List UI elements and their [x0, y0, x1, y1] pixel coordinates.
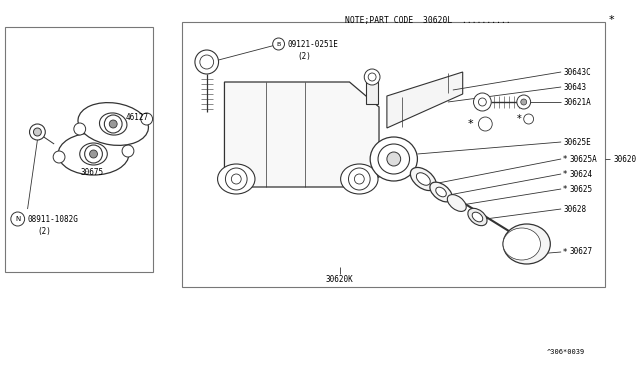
- Circle shape: [195, 50, 218, 74]
- Text: 30624: 30624: [570, 170, 593, 179]
- Text: *: *: [517, 114, 522, 124]
- Ellipse shape: [99, 113, 127, 135]
- Ellipse shape: [436, 187, 446, 197]
- Ellipse shape: [447, 195, 467, 211]
- Text: 30621A: 30621A: [563, 97, 591, 106]
- Polygon shape: [225, 82, 379, 187]
- Text: 30620K: 30620K: [326, 275, 353, 283]
- Ellipse shape: [78, 103, 148, 145]
- Text: 46127: 46127: [126, 112, 149, 122]
- Text: 30643C: 30643C: [563, 67, 591, 77]
- Circle shape: [29, 124, 45, 140]
- Text: *: *: [563, 170, 567, 179]
- Circle shape: [474, 93, 492, 111]
- Ellipse shape: [472, 212, 483, 222]
- Text: (2): (2): [37, 227, 51, 235]
- Text: B: B: [276, 42, 281, 46]
- Text: 08911-1082G: 08911-1082G: [28, 215, 79, 224]
- Circle shape: [524, 114, 534, 124]
- Text: *: *: [468, 119, 474, 129]
- Circle shape: [479, 98, 486, 106]
- Text: *: *: [563, 154, 567, 164]
- Ellipse shape: [387, 152, 401, 166]
- Circle shape: [368, 73, 376, 81]
- Ellipse shape: [468, 208, 487, 226]
- Circle shape: [122, 145, 134, 157]
- Ellipse shape: [503, 228, 540, 260]
- Ellipse shape: [58, 133, 129, 175]
- Text: NOTE;PART CODE  30620L  ..........: NOTE;PART CODE 30620L ..........: [344, 16, 510, 25]
- Circle shape: [141, 113, 152, 125]
- Text: N: N: [15, 216, 20, 222]
- Circle shape: [273, 38, 285, 50]
- Text: 30628: 30628: [563, 205, 586, 214]
- Circle shape: [521, 99, 527, 105]
- Text: ^306*0039: ^306*0039: [547, 349, 584, 355]
- Ellipse shape: [430, 182, 452, 202]
- Text: *: *: [563, 247, 567, 257]
- Circle shape: [109, 120, 117, 128]
- Ellipse shape: [417, 173, 430, 185]
- Text: *: *: [609, 15, 614, 25]
- Circle shape: [225, 168, 247, 190]
- Circle shape: [33, 128, 42, 136]
- Text: 30675: 30675: [81, 167, 104, 176]
- Circle shape: [349, 168, 370, 190]
- Circle shape: [84, 145, 102, 163]
- Text: 30625E: 30625E: [563, 138, 591, 147]
- Circle shape: [11, 212, 24, 226]
- Text: *: *: [563, 185, 567, 193]
- Text: 30627: 30627: [570, 247, 593, 257]
- Circle shape: [53, 151, 65, 163]
- Ellipse shape: [503, 224, 550, 264]
- Text: (2): (2): [298, 51, 311, 61]
- Polygon shape: [387, 72, 463, 128]
- Circle shape: [517, 95, 531, 109]
- Circle shape: [90, 150, 97, 158]
- Circle shape: [520, 237, 534, 251]
- Ellipse shape: [340, 164, 378, 194]
- Bar: [182, 22, 605, 287]
- Text: 30625: 30625: [570, 185, 593, 193]
- Text: 30620: 30620: [613, 154, 636, 164]
- Circle shape: [355, 174, 364, 184]
- Text: 30643: 30643: [563, 83, 586, 92]
- Bar: [5, 27, 152, 272]
- Bar: [366, 82, 378, 104]
- Ellipse shape: [410, 167, 436, 190]
- Ellipse shape: [80, 143, 108, 165]
- Circle shape: [364, 69, 380, 85]
- Ellipse shape: [517, 235, 536, 253]
- Text: 09121-0251E: 09121-0251E: [287, 39, 339, 48]
- Text: 30625A: 30625A: [570, 154, 598, 164]
- Circle shape: [104, 115, 122, 133]
- Circle shape: [479, 117, 492, 131]
- Ellipse shape: [218, 164, 255, 194]
- Circle shape: [231, 174, 241, 184]
- Circle shape: [200, 55, 214, 69]
- Circle shape: [74, 123, 86, 135]
- Ellipse shape: [378, 144, 410, 174]
- Ellipse shape: [370, 137, 417, 181]
